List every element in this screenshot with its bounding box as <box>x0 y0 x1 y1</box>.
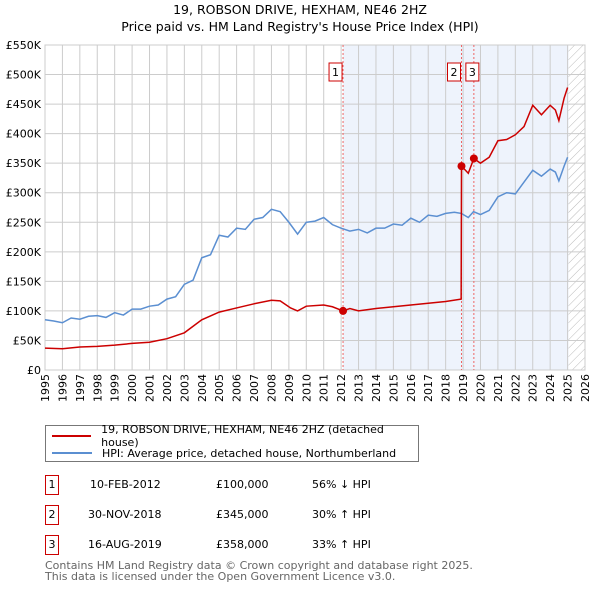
price-chart: 1995 1996 1997 1998 1999 2000 2001 2002 2003 2004… <box>6 39 592 402</box>
sale-hpi-diff: 30% ↑ HPI <box>312 508 371 521</box>
sale-number: 2 <box>45 505 59 525</box>
y-tick-label: £550K <box>6 39 42 52</box>
sale-hpi-diff: 33% ↑ HPI <box>312 538 371 551</box>
y-tick-label: £100K <box>6 305 42 318</box>
sale-price: £358,000 <box>216 538 269 551</box>
chart-subtitle: Price paid vs. HM Land Registry's House … <box>121 19 479 34</box>
x-tick-label: 2007 <box>248 374 261 402</box>
sale-date: 16-AUG-2019 <box>88 538 162 551</box>
y-tick-label: £350K <box>6 157 42 170</box>
x-tick-label: 1995 <box>39 374 52 402</box>
x-tick-label: 2002 <box>161 374 174 402</box>
y-tick-label: £500K <box>6 69 42 82</box>
sale-row: 1 10-FEB-2012 £100,000 56% ↓ HPI <box>45 475 445 495</box>
sale-label-number: 2 <box>450 66 457 79</box>
legend: 19, ROBSON DRIVE, HEXHAM, NE46 2HZ (deta… <box>45 423 419 462</box>
x-tick-label: 2003 <box>178 374 191 402</box>
sale-hpi-diff: 56% ↓ HPI <box>312 478 371 491</box>
y-tick-label: £50K <box>13 334 42 347</box>
sale-row: 3 16-AUG-2019 £358,000 33% ↑ HPI <box>45 535 445 555</box>
x-tick-label: 2006 <box>231 374 244 402</box>
sale-label-box <box>328 62 343 82</box>
x-tick-label: 2018 <box>440 374 453 402</box>
sale-point <box>339 306 348 315</box>
x-tick-label: 2025 <box>562 374 575 402</box>
x-tick-label: 2008 <box>265 374 278 402</box>
x-tick-label: 2016 <box>405 374 418 402</box>
y-tick-label: £250K <box>6 216 42 229</box>
y-tick-label: £150K <box>6 275 42 288</box>
sale-point <box>457 162 466 171</box>
y-tick-label: £200K <box>6 246 42 259</box>
sale-number: 3 <box>45 535 59 555</box>
x-tick-label: 2013 <box>353 374 366 402</box>
x-tick-label: 2012 <box>335 374 348 402</box>
chart-title: 19, ROBSON DRIVE, HEXHAM, NE46 2HZ <box>173 2 427 17</box>
footer-copyright: Contains HM Land Registry data © Crown c… <box>45 559 473 572</box>
sale-date: 30-NOV-2018 <box>88 508 162 521</box>
property-price-line <box>44 87 569 350</box>
x-tick-label: 2024 <box>544 374 557 402</box>
x-tick-label: 1998 <box>91 374 104 402</box>
y-tick-label: £400K <box>6 128 42 141</box>
x-tick-label: 2019 <box>457 374 470 402</box>
legend-label-hpi: HPI: Average price, detached house, Nort… <box>102 446 397 460</box>
legend-swatch-hpi <box>52 452 92 454</box>
y-tick-label: £0 <box>27 364 41 377</box>
x-tick-label: 2026 <box>579 374 592 402</box>
plot-frame <box>44 44 586 371</box>
sale-price: £100,000 <box>216 478 269 491</box>
sale-label-number: 1 <box>332 66 339 79</box>
legend-label-property: 19, ROBSON DRIVE, HEXHAM, NE46 2HZ (deta… <box>101 423 384 449</box>
x-tick-label: 1999 <box>109 374 122 402</box>
x-tick-label: 2005 <box>213 374 226 402</box>
x-tick-label: 1996 <box>56 374 69 402</box>
x-tick-label: 2009 <box>283 374 296 402</box>
x-tick-label: 1997 <box>74 374 87 402</box>
forecast-hatch <box>568 45 585 370</box>
sale-label-box <box>465 62 480 82</box>
footer-licence: This data is licensed under the Open Gov… <box>45 570 396 583</box>
sale-label-number: 3 <box>469 66 476 79</box>
x-tick-label: 2023 <box>527 374 540 402</box>
x-tick-label: 2021 <box>492 374 505 402</box>
sale-row: 2 30-NOV-2018 £345,000 30% ↑ HPI <box>45 505 445 525</box>
sale-price: £345,000 <box>216 508 269 521</box>
x-tick-label: 2011 <box>318 374 331 402</box>
x-tick-label: 2017 <box>422 374 435 402</box>
shaded-region <box>343 45 569 370</box>
x-tick-label: 2020 <box>474 374 487 402</box>
legend-swatch-property <box>52 435 92 437</box>
x-tick-label: 2010 <box>300 374 313 402</box>
x-tick-label: 2014 <box>370 374 383 402</box>
y-tick-label: £450K <box>6 98 42 111</box>
y-tick-label: £300K <box>6 187 42 200</box>
x-tick-label: 2022 <box>509 374 522 402</box>
x-tick-label: 2001 <box>144 374 157 402</box>
sale-label-box <box>446 62 461 82</box>
hpi-line <box>44 156 569 324</box>
x-tick-label: 2004 <box>196 374 209 402</box>
x-tick-label: 2015 <box>387 374 400 402</box>
x-tick-label: 2000 <box>126 374 139 402</box>
sale-number: 1 <box>45 475 59 495</box>
sale-point <box>469 154 478 163</box>
sale-date: 10-FEB-2012 <box>90 478 161 491</box>
